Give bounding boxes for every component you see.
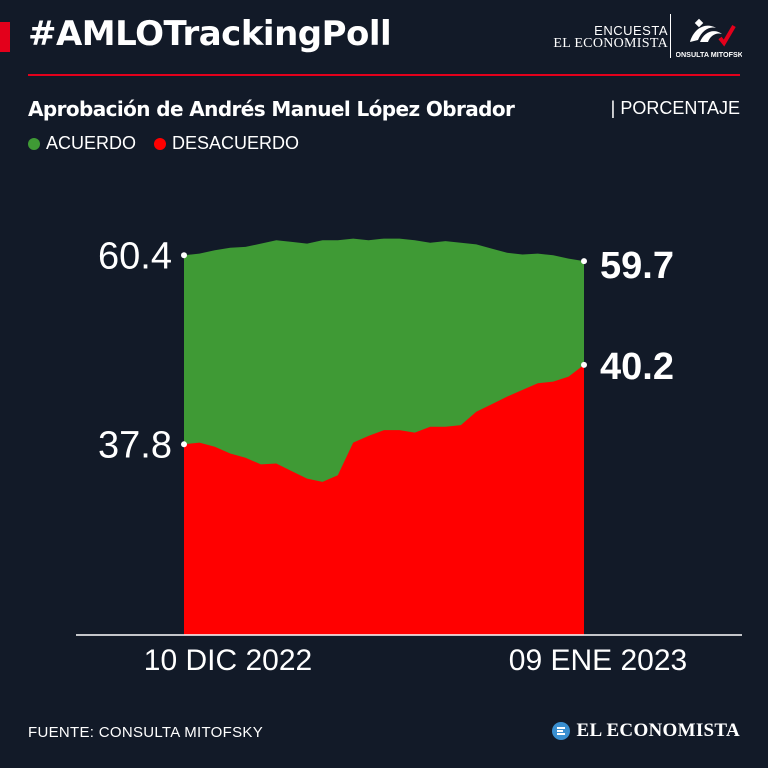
legend-dot-desacuerdo-icon — [154, 137, 167, 150]
area-desacuerdo — [184, 364, 584, 635]
brand-line-economista: EL ECONOMISTA — [553, 36, 668, 51]
legend-label-acuerdo: ACUERDO — [46, 133, 137, 153]
footer-source: FUENTE: CONSULTA MITOFSKY — [28, 724, 264, 741]
consulta-mitofsky-logo: CONSULTA MITOFSKY — [676, 18, 742, 59]
el-economista-e-icon — [551, 722, 570, 740]
legend-label-desacuerdo: DESACUERDO — [172, 133, 300, 153]
chart-title: Aprobación de Andrés Manuel López Obrado… — [28, 97, 515, 121]
end-point-acuerdo — [581, 258, 587, 265]
x-label-end: 09 ENE 2023 — [509, 644, 687, 677]
unit-separator: | — [610, 98, 621, 118]
start-point-acuerdo — [181, 252, 187, 259]
legend-dot-acuerdo-icon — [28, 137, 40, 150]
page-hashtag-title: #AMLOTrackingPoll — [28, 14, 392, 54]
label-desacuerdo-end: 40.2 — [600, 346, 674, 388]
start-point-desacuerdo — [181, 441, 187, 448]
unit-label: PORCENTAJE — [620, 98, 740, 118]
label-acuerdo-start: 60.4 — [98, 235, 172, 277]
chart-legend: ACUERDO DESACUERDO — [28, 133, 317, 154]
accent-bar — [0, 22, 10, 52]
header-rule — [28, 74, 740, 76]
label-desacuerdo-start: 37.8 — [98, 424, 172, 466]
legend-item-desacuerdo: DESACUERDO — [154, 133, 299, 154]
legend-item-acuerdo: ACUERDO — [28, 133, 136, 154]
chart-unit: | PORCENTAJE — [611, 98, 740, 119]
footer-logo-text: EL ECONOMISTA — [576, 720, 740, 741]
mitofsky-logo-text: CONSULTA MITOFSKY — [676, 50, 742, 59]
brand-line-encuesta: ENCUESTA — [594, 23, 668, 38]
brand-encuesta: ENCUESTA EL ECONOMISTA — [553, 24, 668, 51]
footer-logo: EL ECONOMISTA — [551, 720, 741, 742]
x-label-start: 10 DIC 2022 — [144, 644, 312, 677]
end-point-desacuerdo — [581, 361, 587, 368]
label-acuerdo-end: 59.7 — [600, 245, 674, 287]
brand-divider — [670, 14, 671, 58]
